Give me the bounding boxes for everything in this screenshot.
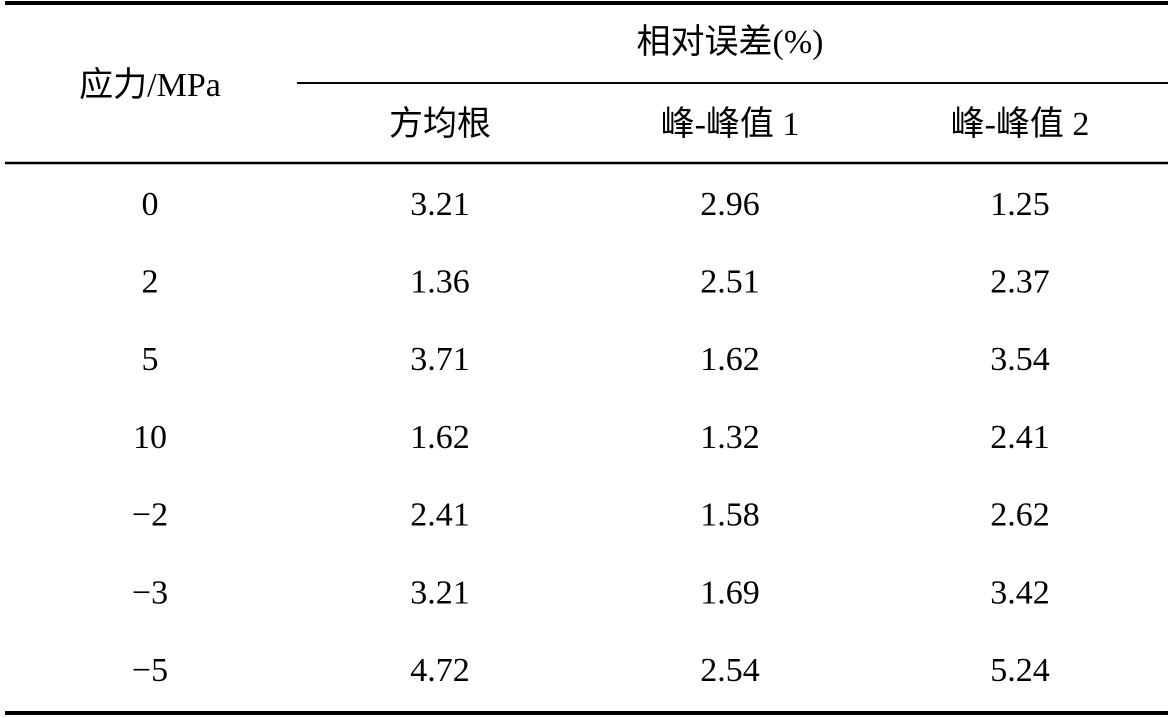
- cell: 2.54: [700, 652, 760, 689]
- group-header: 相对误差(%): [637, 23, 824, 61]
- cell: 1.32: [700, 419, 760, 456]
- cell: 1.62: [700, 341, 760, 378]
- row-label: 5: [142, 341, 159, 378]
- row-label: −5: [132, 652, 168, 689]
- cell: 2.96: [700, 186, 760, 223]
- row-label: 10: [133, 419, 167, 456]
- cell: 2.41: [410, 497, 470, 534]
- column-header: 方均根: [389, 105, 491, 143]
- cell: 3.54: [990, 341, 1050, 378]
- cell: 1.69: [700, 574, 760, 611]
- cell: 1.58: [700, 497, 760, 534]
- cell: 2.51: [700, 263, 760, 300]
- cell: 3.42: [990, 574, 1050, 611]
- row-header: 应力/MPa: [79, 66, 221, 104]
- row-label: 2: [142, 263, 159, 300]
- row-label: −2: [132, 497, 168, 534]
- cell: 1.25: [990, 186, 1050, 223]
- cell: 2.41: [990, 419, 1050, 456]
- row-label: 0: [142, 186, 159, 223]
- cell: 2.37: [990, 263, 1050, 300]
- cell: 3.21: [410, 574, 470, 611]
- cell: 5.24: [990, 652, 1050, 689]
- column-header: 峰-峰值 2: [951, 105, 1090, 143]
- cell: 3.71: [410, 341, 470, 378]
- column-header: 峰-峰值 1: [661, 105, 800, 143]
- cell: 1.36: [410, 263, 470, 300]
- row-label: −3: [132, 574, 168, 611]
- cell: 3.21: [410, 186, 470, 223]
- cell: 4.72: [410, 652, 470, 689]
- cell: 2.62: [990, 497, 1050, 534]
- cell: 1.62: [410, 419, 470, 456]
